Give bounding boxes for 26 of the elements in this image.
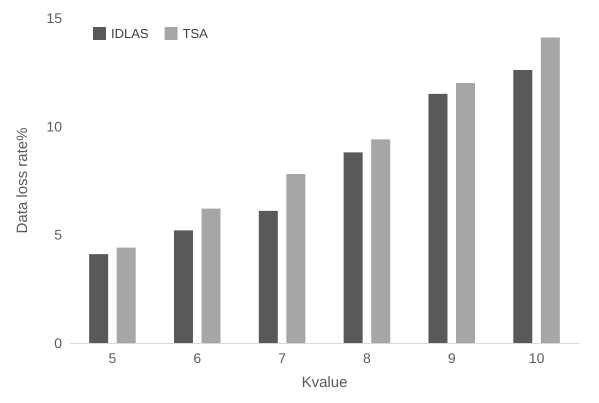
bar: [286, 174, 306, 343]
bar: [258, 210, 278, 343]
bar: [513, 70, 532, 343]
y-tick-label: 10: [46, 118, 62, 134]
y-tick-label: 15: [46, 10, 62, 26]
y-axis-title: Data loss rate%: [14, 128, 31, 234]
x-tick-label: 6: [193, 350, 202, 366]
bar: [371, 139, 390, 343]
bar: [174, 230, 193, 343]
legend-label: TSA: [182, 26, 208, 41]
x-tick-label: 9: [448, 350, 456, 366]
x-tick-label: 7: [278, 350, 286, 366]
x-tick-label: 8: [363, 350, 372, 366]
x-tick-label: 5: [108, 350, 117, 366]
bar: [89, 254, 108, 343]
bar: [344, 152, 363, 343]
bar: [116, 248, 136, 343]
x-tick-label: 10: [528, 350, 545, 366]
bar: [456, 83, 476, 343]
bar: [540, 38, 560, 343]
y-tick-label: 5: [54, 226, 62, 243]
bar: [428, 94, 448, 343]
legend-label: IDLAS: [111, 26, 149, 41]
bar: [202, 208, 221, 343]
y-tick-label: 0: [54, 335, 62, 351]
x-axis-title: Kvalue: [302, 374, 348, 391]
